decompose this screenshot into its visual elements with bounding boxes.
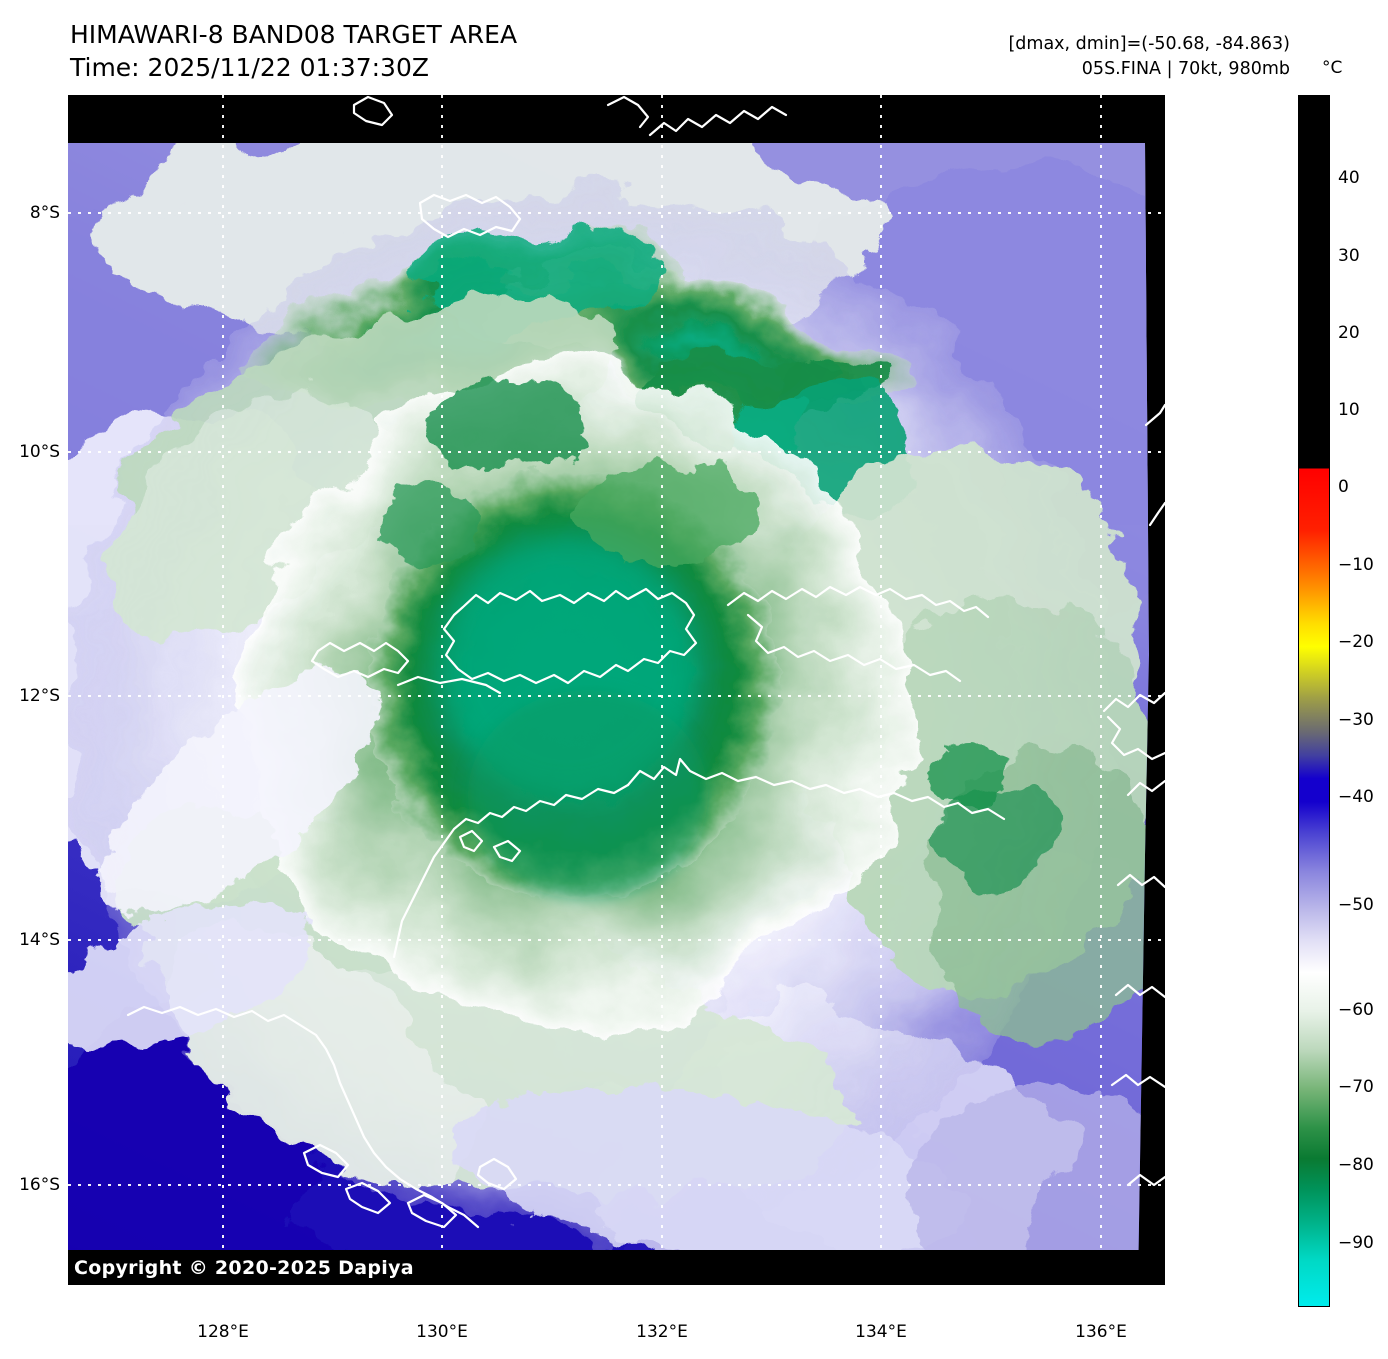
colorbar-tick-neg80: −80 [1338,1155,1374,1175]
y-axis-tick-8S: 8°S [29,203,60,223]
colorbar-tick-neg70: −70 [1338,1077,1374,1097]
page-title: HIMAWARI-8 BAND08 TARGET AREA Time: 2025… [70,18,517,84]
storm-intensity-text: 05S.FINA | 70kt, 980mb [1081,58,1290,79]
colorbar-tick-neg90: −90 [1338,1233,1374,1253]
data-range-text: [dmax, dmin]=(-50.68, -84.863) [1008,34,1290,54]
colorbar-tick-30: 30 [1338,246,1360,266]
brightness-temperature-field [68,142,1149,1285]
infrared-cloud-image [68,95,1165,1285]
colorbar-tick-neg30: −30 [1338,710,1374,730]
colorbar-tick-neg10: −10 [1338,555,1374,575]
colorbar-tick-0: 0 [1338,477,1349,497]
coastline-overlay-east [1102,403,1165,1187]
satellite-plot-area: Copyright © 2020-2025 Dapiya [68,95,1165,1285]
colorbar-gradient [1299,96,1329,1306]
copyright-banner-bg [68,1250,1165,1285]
colorbar-tick-neg50: −50 [1338,895,1374,915]
colorbar-tick-10: 10 [1338,400,1360,420]
copyright-text: Copyright © 2020-2025 Dapiya [74,1257,414,1279]
colorbar-tick-20: 20 [1338,323,1360,343]
colorbar-unit-label: °C [1322,58,1343,78]
x-axis-tick-128E: 128°E [197,1322,249,1342]
y-axis-tick-14S: 14°S [19,930,60,950]
colorbar-tick-neg20: −20 [1338,632,1374,652]
colorbar-tick-40: 40 [1338,168,1360,188]
storm-metadata: [dmax, dmin]=(-50.68, -84.863) 05S.FINA … [1008,32,1290,82]
y-axis-tick-12S: 12°S [19,686,60,706]
x-axis-tick-130E: 130°E [416,1322,468,1342]
title-line-1: HIMAWARI-8 BAND08 TARGET AREA [70,20,518,49]
y-axis-tick-16S: 16°S [19,1175,60,1195]
temperature-colorbar [1298,95,1330,1307]
title-line-2: Time: 2025/11/22 01:37:30Z [70,53,429,82]
y-axis-tick-10S: 10°S [19,442,60,462]
map-gridlines [68,95,1165,1285]
x-axis-tick-132E: 132°E [636,1322,688,1342]
x-axis-tick-134E: 134°E [855,1322,907,1342]
colorbar-tick-neg60: −60 [1338,1000,1374,1020]
x-axis-tick-136E: 136°E [1075,1322,1127,1342]
colorbar-tick-neg40: −40 [1338,787,1374,807]
